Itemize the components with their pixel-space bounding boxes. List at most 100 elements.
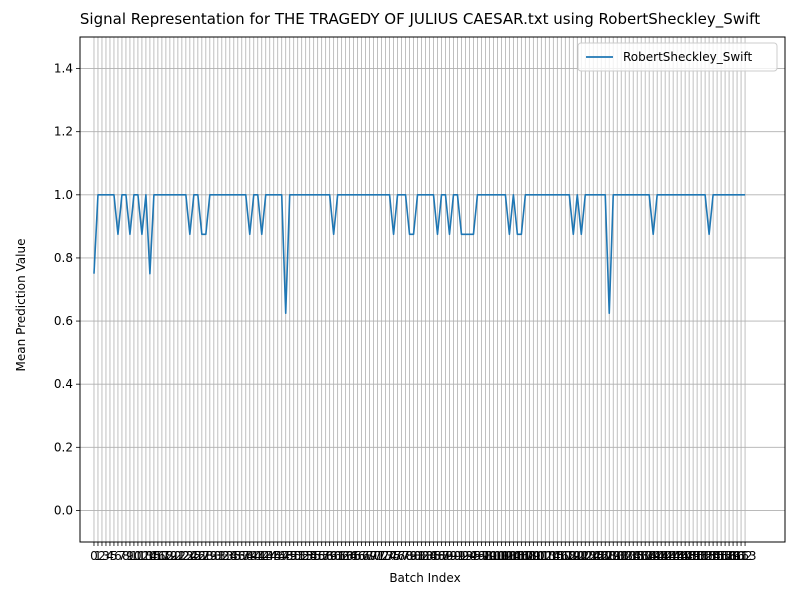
x-tick-label: 154 <box>698 549 721 563</box>
x-tick-label: 135 <box>622 549 645 563</box>
x-tick-label: 101 <box>486 549 509 563</box>
x-tick-label: 87 <box>434 549 449 563</box>
y-tick-label: 1.0 <box>54 188 73 202</box>
x-tick-label: 18 <box>158 549 173 563</box>
x-tick-label: 91 <box>450 549 465 563</box>
x-tick-label: 134 <box>618 549 641 563</box>
x-tick-label: 49 <box>282 549 297 563</box>
x-tick-label: 35 <box>226 549 241 563</box>
x-tick-label: 0 <box>90 549 98 563</box>
x-tick-label: 40 <box>246 549 261 563</box>
x-tick-label: 120 <box>562 549 585 563</box>
x-tick-label: 68 <box>358 549 373 563</box>
x-tick-label: 99 <box>482 549 497 563</box>
y-tick-label: 0.2 <box>54 440 73 454</box>
x-tick-label: 76 <box>390 549 405 563</box>
x-tick-label: 153 <box>694 549 717 563</box>
x-tick-label: 150 <box>682 549 705 563</box>
x-tick-label: 129 <box>598 549 621 563</box>
x-tick-label: 102 <box>490 549 513 563</box>
x-tick-label: 108 <box>514 549 537 563</box>
x-tick-label: 157 <box>710 549 733 563</box>
x-tick-label: 146 <box>666 549 689 563</box>
x-tick-label: 106 <box>506 549 529 563</box>
x-tick-label: 48 <box>278 549 293 563</box>
x-tick-label: 28 <box>198 549 213 563</box>
x-tick-label: 5 <box>110 549 118 563</box>
x-tick-label: 67 <box>354 549 369 563</box>
x-tick-label: 145 <box>662 549 685 563</box>
y-axis-ticks: 0.0 0.2 0.4 0.6 0.8 1.0 1.2 1.4 <box>54 62 80 517</box>
x-tick-label: 79 <box>402 549 417 563</box>
x-tick-label: 31 <box>210 549 225 563</box>
x-tick-label: 161 <box>726 549 749 563</box>
x-tick-label: 11 <box>130 549 145 563</box>
x-tick-label: 12 <box>134 549 149 563</box>
x-tick-label: 83 <box>418 549 433 563</box>
x-tick-label: 19 <box>162 549 177 563</box>
x-tick-label: 115 <box>542 549 565 563</box>
x-tick-label: 84 <box>422 549 437 563</box>
x-tick-label: 122 <box>570 549 593 563</box>
x-tick-label: 113 <box>534 549 557 563</box>
x-tick-label: 105 <box>502 549 525 563</box>
x-tick-label: 147 <box>670 549 693 563</box>
x-tick-label: 44 <box>262 549 277 563</box>
x-tick-label: 107 <box>510 549 533 563</box>
x-tick-label: 94 <box>462 549 477 563</box>
x-tick-label: 151 <box>686 549 709 563</box>
x-tick-label: 127 <box>590 549 613 563</box>
x-tick-label: 149 <box>678 549 701 563</box>
x-tick-label: 110 <box>522 549 545 563</box>
x-tick-label: 82 <box>414 549 429 563</box>
chart-title: Signal Representation for THE TRAGEDY OF… <box>80 10 760 29</box>
x-tick-label: 17 <box>154 549 169 563</box>
x-tick-label: 61 <box>330 549 345 563</box>
x-tick-label: 143 <box>654 549 677 563</box>
x-tick-label: 45 <box>266 549 281 563</box>
x-tick-label: 39 <box>242 549 257 563</box>
x-tick-label: 88 <box>438 549 453 563</box>
y-tick-label: 0.4 <box>54 377 73 391</box>
x-tick-label: 159 <box>718 549 741 563</box>
x-tick-label: 63 <box>338 549 353 563</box>
x-tick-label: 36 <box>230 549 245 563</box>
x-tick-label: 73 <box>378 549 393 563</box>
x-tick-label: 14 <box>142 549 157 563</box>
x-tick-label: 32 <box>214 549 229 563</box>
x-tick-label: 142 <box>650 549 673 563</box>
x-tick-label: 152 <box>690 549 713 563</box>
y-tick-label: 0.8 <box>54 251 73 265</box>
x-tick-label: 137 <box>630 549 653 563</box>
x-tick-label: 62 <box>334 549 349 563</box>
x-tick-label: 116 <box>546 549 569 563</box>
legend: RobertSheckley_Swift <box>577 42 778 72</box>
x-tick-label: 23 <box>178 549 193 563</box>
x-tick-label: 25 <box>186 549 201 563</box>
x-tick-label: 98 <box>478 549 493 563</box>
plot-frame <box>79 36 786 543</box>
x-tick-label: 138 <box>634 549 657 563</box>
x-tick-label: 33 <box>218 549 233 563</box>
x-tick-label: 136 <box>626 549 649 563</box>
x-tick-label: 74 <box>382 549 397 563</box>
x-tick-label: 34 <box>222 549 237 563</box>
x-tick-label: 59 <box>322 549 337 563</box>
x-tick-label: 3 <box>102 549 110 563</box>
x-tick-label: 43 <box>258 549 273 563</box>
x-tick-label: 42 <box>254 549 269 563</box>
x-tick-label: 13 <box>138 549 153 563</box>
x-tick-label: 37 <box>234 549 249 563</box>
x-tick-label: 126 <box>586 549 609 563</box>
x-tick-label: 58 <box>318 549 333 563</box>
x-tick-label: 26 <box>190 549 205 563</box>
x-tick-label: 121 <box>566 549 589 563</box>
x-tick-label: 141 <box>646 549 669 563</box>
x-tick-label: 118 <box>554 549 577 563</box>
x-tick-label: 100 <box>482 549 505 563</box>
x-tick-label: 92 <box>454 549 469 563</box>
x-tick-label: 64 <box>342 549 357 563</box>
x-tick-label: 52 <box>294 549 309 563</box>
legend-box <box>577 42 778 72</box>
x-tick-label: 57 <box>314 549 329 563</box>
